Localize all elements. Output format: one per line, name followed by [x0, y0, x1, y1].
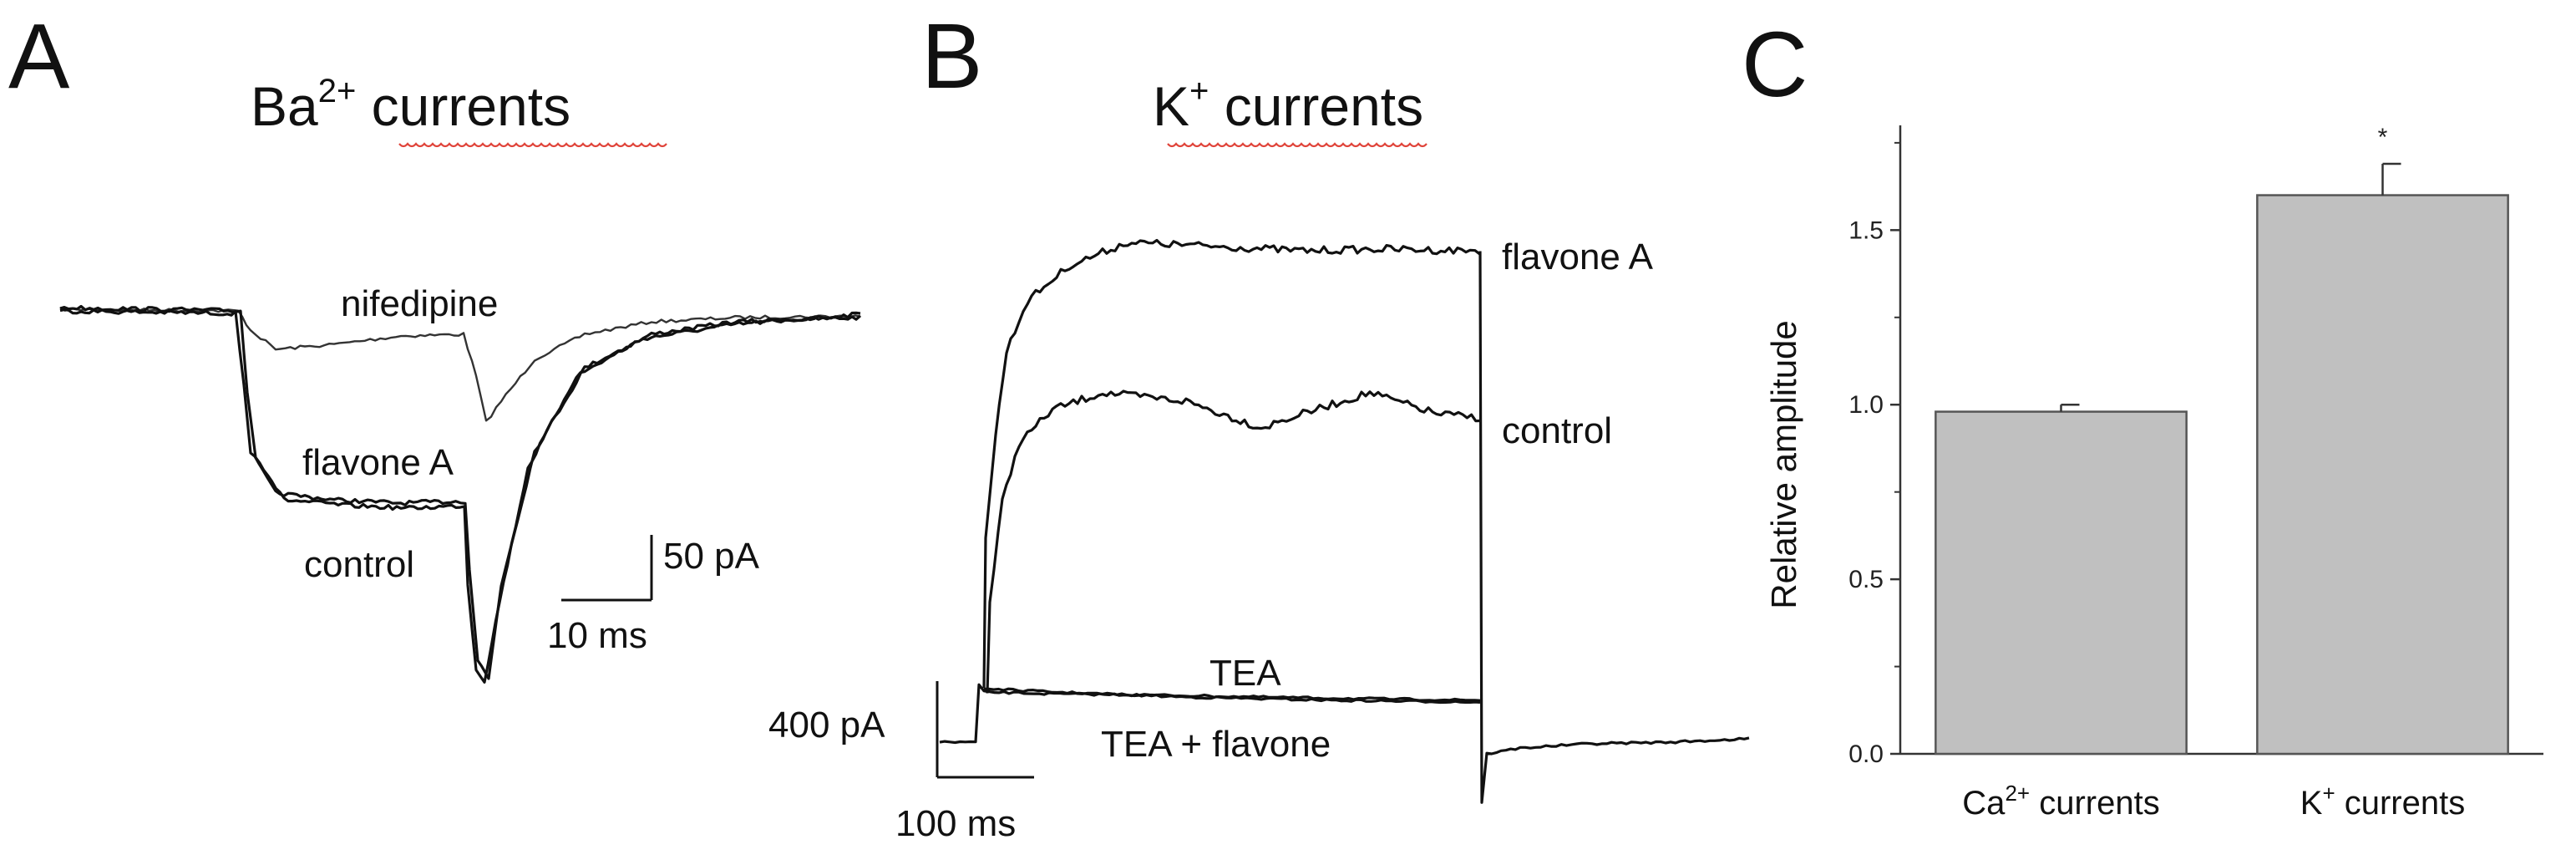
panel-b-spellcheck-underline	[1167, 142, 1427, 148]
y-axis-title: Relative amplitude	[1764, 320, 1803, 609]
panel-a: A Ba2+ currents nifedipine flavone A con…	[8, 5, 862, 684]
y-tick-label: 0.0	[1848, 740, 1884, 768]
panel-b-title: K+ currents	[1153, 73, 1423, 137]
trace-control-a	[59, 304, 861, 684]
panel-b-letter: B	[921, 5, 982, 108]
scale-bar-b-y-label: 400 pA	[768, 705, 885, 745]
trace-flavone-a	[59, 308, 862, 680]
label-flavone-a-panel-a: flavone A	[302, 442, 454, 483]
scale-bar-a-x-label: 10 ms	[547, 615, 647, 656]
trace-tea	[939, 683, 1481, 745]
panel-c: C 0.0 0.5 1.0 1.5 Relative amplitude Ca2+ cur…	[1742, 13, 2543, 822]
label-control-panel-b: control	[1502, 410, 1612, 451]
y-tick-label: 0.5	[1848, 566, 1884, 593]
bar-ca-currents	[1935, 410, 2188, 756]
x-category-label: K+ currents	[2300, 781, 2465, 822]
panel-a-title: Ba2+ currents	[251, 73, 570, 137]
trace-tea-flavone	[983, 687, 1481, 705]
label-tea-flavone: TEA + flavone	[1101, 724, 1331, 765]
trace-flavone-a-k	[982, 238, 1481, 689]
label-tea: TEA	[1209, 653, 1281, 694]
panel-a-spellcheck-underline	[398, 142, 667, 148]
y-tick-label: 1.0	[1848, 391, 1884, 419]
label-control-panel-a: control	[304, 544, 414, 585]
trace-tail-current	[1478, 251, 1750, 804]
trace-nifedipine	[59, 306, 861, 422]
scale-bar-a: 50 pA 10 ms	[547, 535, 760, 656]
label-flavone-a-panel-b: flavone A	[1502, 237, 1654, 277]
scale-bar-b-x-label: 100 ms	[895, 803, 1016, 844]
panel-a-letter: A	[8, 5, 70, 108]
y-tick-label: 1.5	[1848, 216, 1884, 244]
scale-bar-a-y-label: 50 pA	[663, 536, 760, 577]
significance-star: *	[2378, 124, 2388, 151]
panel-b: B K+ currents flavone A control TEA TEA …	[768, 5, 1750, 844]
x-category-label: Ca2+ currents	[1962, 781, 2159, 822]
bar-chart: 0.0 0.5 1.0 1.5 Relative amplitude Ca2+ curre…	[1764, 124, 2543, 822]
panel-c-letter: C	[1742, 13, 1808, 116]
bar-k-currents	[2256, 194, 2509, 756]
trace-control-k	[986, 389, 1481, 694]
scale-bar-b: 400 pA 100 ms	[768, 681, 1034, 844]
label-nifedipine: nifedipine	[341, 283, 498, 324]
